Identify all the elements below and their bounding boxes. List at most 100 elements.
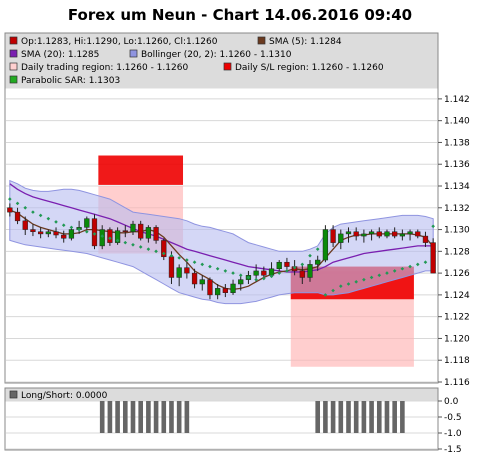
psar-point bbox=[208, 264, 212, 269]
candle-body bbox=[415, 231, 421, 237]
candle-body bbox=[376, 231, 382, 237]
long-short-bar bbox=[99, 401, 105, 433]
long-short-bar bbox=[384, 401, 390, 433]
psar-point bbox=[392, 269, 397, 273]
candle-body bbox=[276, 261, 282, 270]
legend-label: Daily S/L region: 1.1260 - 1.1260 bbox=[235, 63, 384, 73]
psar-point bbox=[177, 256, 181, 260]
candle-body bbox=[45, 231, 51, 235]
legend-label: Parabolic SAR: 1.1303 bbox=[21, 76, 120, 86]
psar-point bbox=[69, 225, 74, 230]
psar-point bbox=[115, 238, 120, 243]
legend-swatch bbox=[9, 62, 18, 71]
psar-point bbox=[308, 253, 312, 258]
psar-point bbox=[331, 288, 335, 293]
candle-body bbox=[14, 211, 21, 222]
y-tick-label: -1.0 bbox=[444, 429, 462, 439]
y-tick-label: 1.130 bbox=[444, 226, 470, 236]
lower-legend-background bbox=[5, 388, 438, 402]
candle-body bbox=[407, 231, 413, 235]
long-short-bar bbox=[330, 401, 336, 433]
psar-point bbox=[54, 220, 58, 224]
psar-point bbox=[169, 253, 174, 258]
psar-point bbox=[215, 266, 220, 271]
candle-body bbox=[338, 233, 344, 243]
psar-point bbox=[231, 271, 235, 275]
psar-point bbox=[285, 269, 289, 273]
psar-point bbox=[408, 264, 412, 269]
y-tick-label: 1.116 bbox=[444, 378, 470, 388]
lower-legend: Long/Short: 0.0000 bbox=[9, 390, 108, 401]
long-short-bar bbox=[392, 401, 397, 433]
candle-body bbox=[353, 231, 359, 237]
long-short-bar bbox=[361, 401, 367, 433]
long-short-bar bbox=[107, 401, 113, 433]
candle-body bbox=[322, 229, 329, 261]
y-tick-label: -1.5 bbox=[444, 445, 462, 455]
candle-body bbox=[430, 242, 436, 274]
legend-label: Daily trading region: 1.1260 - 1.1260 bbox=[21, 63, 188, 73]
long-short-bar bbox=[169, 401, 174, 433]
candle-body bbox=[53, 231, 59, 236]
candle-body bbox=[384, 231, 390, 237]
candle-body bbox=[37, 231, 44, 235]
main-y-axis: 1.116 1.118 1.120 1.122 1.124 1.126 1.128 1.130… bbox=[438, 95, 470, 388]
candle-body bbox=[422, 235, 429, 243]
candle-body bbox=[184, 267, 190, 274]
long-short-bar bbox=[130, 401, 136, 433]
long-short-bar bbox=[338, 401, 344, 433]
candle-body bbox=[361, 233, 367, 237]
legend-swatch bbox=[9, 390, 18, 399]
y-tick-label: 1.134 bbox=[444, 182, 470, 192]
psar-point bbox=[269, 274, 274, 279]
candle-body bbox=[7, 207, 13, 213]
candle-body bbox=[307, 264, 313, 278]
candle-body bbox=[138, 223, 144, 239]
candle-body bbox=[114, 230, 121, 243]
legend-swatch bbox=[129, 49, 138, 58]
candle-body bbox=[215, 288, 221, 296]
legend-label: Bollinger (20, 2): 1.1260 - 1.1310 bbox=[141, 50, 292, 60]
candle-body bbox=[145, 227, 152, 239]
y-tick-label: 0.0 bbox=[444, 397, 459, 407]
candle-body bbox=[68, 229, 75, 239]
psar-point bbox=[23, 205, 28, 210]
legend-label: Op:1.1283, Hi:1.1290, Lo:1.1260, Cl:1.12… bbox=[21, 37, 218, 47]
psar-point bbox=[431, 224, 435, 229]
psar-point bbox=[192, 260, 197, 265]
psar-point bbox=[85, 229, 89, 234]
psar-point bbox=[323, 293, 328, 297]
psar-point bbox=[185, 258, 189, 262]
psar-point bbox=[161, 251, 166, 256]
candle-body bbox=[30, 229, 36, 232]
y-tick-label: 1.136 bbox=[444, 160, 470, 170]
long-short-bar bbox=[184, 401, 190, 433]
psar-point bbox=[277, 271, 282, 275]
candle-body bbox=[84, 218, 90, 228]
y-tick-label: 1.124 bbox=[444, 291, 470, 301]
psar-point bbox=[138, 245, 143, 249]
candle-body bbox=[284, 261, 290, 267]
candle-body bbox=[261, 270, 267, 276]
psar-point bbox=[369, 275, 374, 280]
legend-label: SMA (20): 1.1285 bbox=[21, 50, 99, 60]
candle-body bbox=[107, 229, 113, 243]
psar-point bbox=[92, 232, 97, 236]
lower-y-axis: 0.0 -0.5 -1.0 -1.5 bbox=[438, 397, 462, 455]
long-short-bar bbox=[146, 401, 151, 433]
candle-body bbox=[330, 229, 336, 243]
candle-body bbox=[368, 231, 375, 235]
psar-point bbox=[154, 249, 158, 254]
psar-point bbox=[346, 282, 351, 286]
psar-point bbox=[254, 277, 258, 282]
long-short-bar bbox=[353, 401, 359, 433]
y-tick-label: 1.142 bbox=[444, 95, 470, 105]
psar-point bbox=[200, 262, 205, 267]
long-short-bar bbox=[161, 401, 167, 433]
y-tick-label: 1.126 bbox=[444, 269, 470, 279]
long-short-bar bbox=[346, 401, 351, 433]
candle-body bbox=[345, 231, 352, 235]
psar-point bbox=[131, 243, 135, 247]
legend-swatch bbox=[9, 49, 18, 58]
psar-point bbox=[292, 265, 297, 270]
